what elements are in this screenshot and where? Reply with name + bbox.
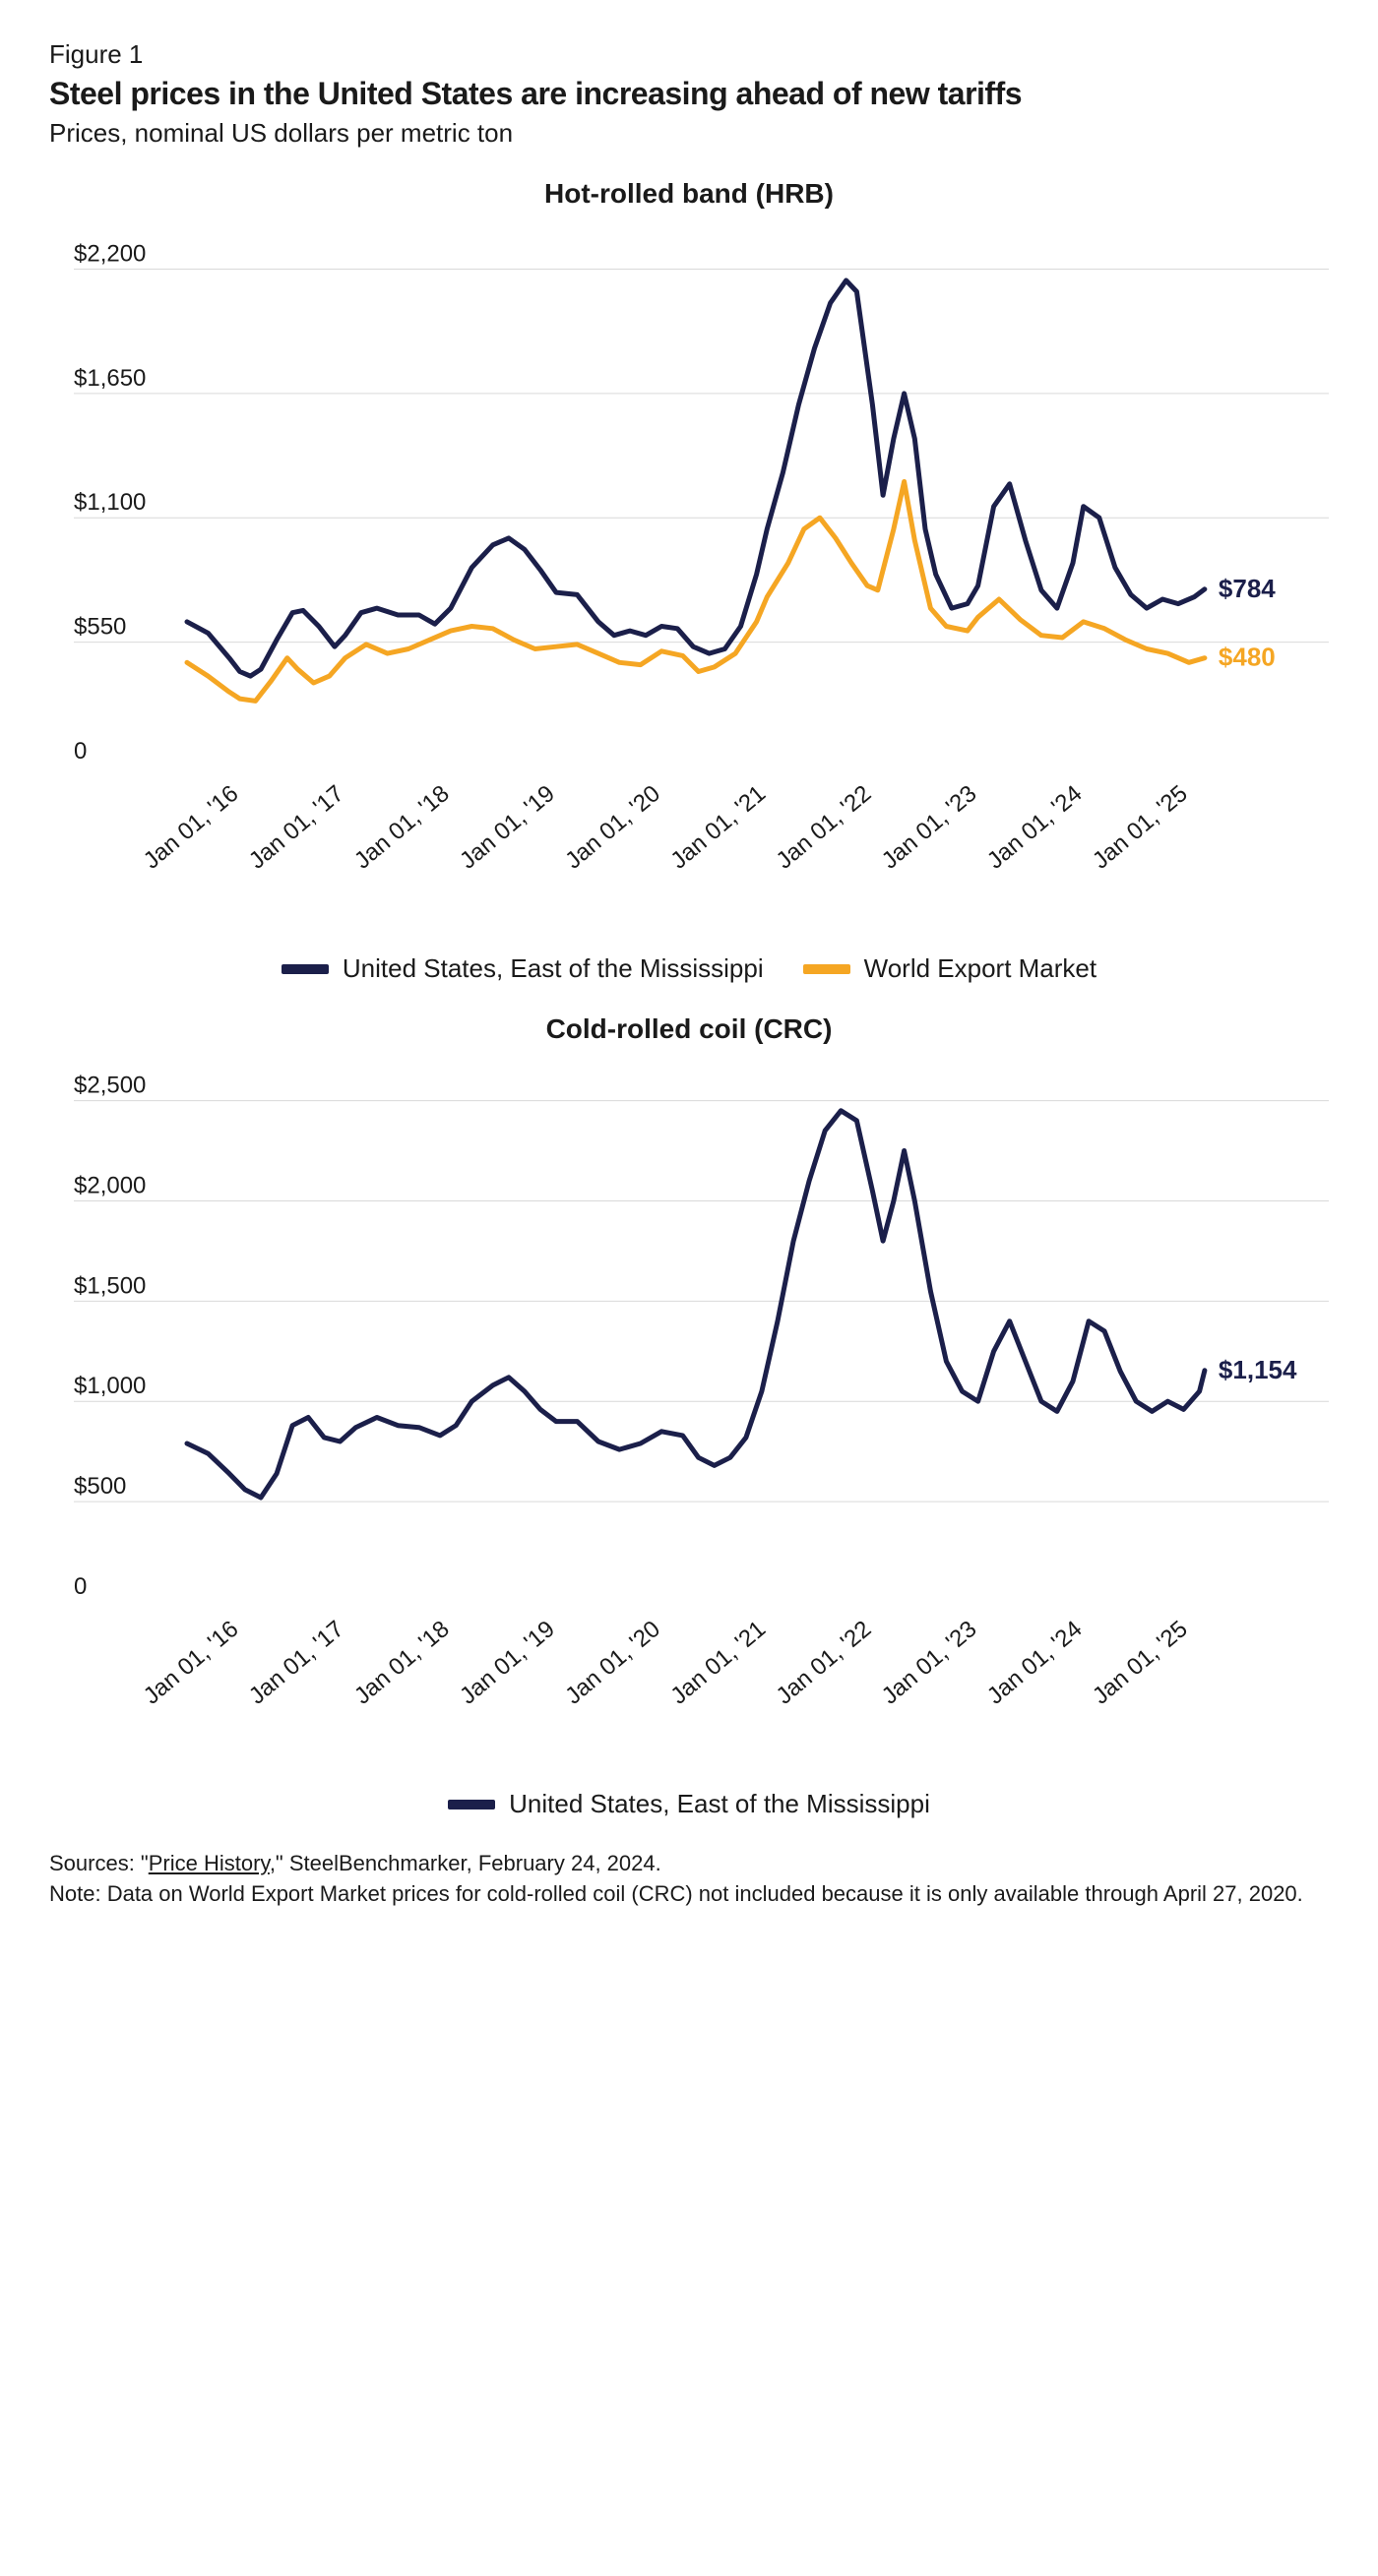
chart-svg: 0 $500 $1,000 $1,500 $2,000 $2,500 Jan 01, '16… bbox=[49, 1051, 1329, 1759]
y-axis-label: $1,650 bbox=[74, 365, 146, 392]
series-line bbox=[187, 280, 1205, 676]
x-axis-label: Jan 01, '25 bbox=[1088, 1616, 1193, 1710]
sources-suffix: ," SteelBenchmarker, February 24, 2024. bbox=[270, 1851, 661, 1875]
figure-label: Figure 1 bbox=[49, 39, 1329, 70]
legend-item: United States, East of the Mississippi bbox=[282, 953, 764, 984]
y-axis-label: $1,100 bbox=[74, 489, 146, 516]
legend-item: World Export Market bbox=[803, 953, 1096, 984]
chart-panel-crc: Cold-rolled coil (CRC) 0 $500 $1,000 $1,500 $… bbox=[49, 1013, 1329, 1819]
series-end-label: $480 bbox=[1219, 643, 1276, 672]
series-line bbox=[187, 482, 1205, 702]
x-axis-label: Jan 01, '21 bbox=[665, 780, 771, 875]
x-axis-label: Jan 01, '20 bbox=[560, 1616, 665, 1710]
y-axis-label: 0 bbox=[74, 738, 87, 765]
x-axis-label: Jan 01, '22 bbox=[772, 780, 877, 875]
x-axis-label: Jan 01, '25 bbox=[1088, 780, 1193, 875]
x-axis-label: Jan 01, '19 bbox=[455, 780, 560, 875]
x-axis-label: Jan 01, '20 bbox=[560, 780, 665, 875]
legend-item: United States, East of the Mississippi bbox=[448, 1789, 930, 1819]
x-axis-label: Jan 01, '16 bbox=[139, 1616, 244, 1710]
y-axis-label: 0 bbox=[74, 1573, 87, 1600]
y-axis-label: $550 bbox=[74, 614, 126, 641]
series-end-label: $1,154 bbox=[1219, 1355, 1297, 1384]
chart-svg: 0$550$1,100$1,650$2,200Jan 01, '16Jan 01… bbox=[49, 215, 1329, 924]
legend-swatch bbox=[448, 1800, 495, 1809]
figure-note: Note: Data on World Export Market prices… bbox=[49, 1881, 1303, 1906]
chart-legend: United States, East of the Mississippi Wo… bbox=[49, 953, 1329, 984]
sources-prefix: Sources: " bbox=[49, 1851, 149, 1875]
series-end-label: $784 bbox=[1219, 574, 1276, 603]
panel-title: Cold-rolled coil (CRC) bbox=[49, 1013, 1329, 1045]
y-axis-label: $2,000 bbox=[74, 1172, 146, 1198]
figure-container: Figure 1 Steel prices in the United Stat… bbox=[0, 0, 1378, 1949]
x-axis-label: Jan 01, '18 bbox=[349, 780, 455, 875]
figure-sources: Sources: "Price History," SteelBenchmark… bbox=[49, 1849, 1329, 1910]
x-axis-label: Jan 01, '17 bbox=[244, 780, 349, 875]
y-axis-label: $2,200 bbox=[74, 240, 146, 267]
x-axis-label: Jan 01, '18 bbox=[349, 1616, 455, 1710]
legend-swatch bbox=[282, 964, 329, 974]
x-axis-label: Jan 01, '23 bbox=[877, 1616, 982, 1710]
x-axis-label: Jan 01, '24 bbox=[982, 780, 1088, 875]
x-axis-label: Jan 01, '21 bbox=[665, 1616, 771, 1710]
legend-label: United States, East of the Mississippi bbox=[509, 1789, 930, 1819]
figure-subtitle: Prices, nominal US dollars per metric to… bbox=[49, 118, 1329, 149]
figure-title: Steel prices in the United States are in… bbox=[49, 76, 1329, 112]
chart-panel-hrb: Hot-rolled band (HRB) 0 $550 $1,100 $1,650 $2… bbox=[49, 178, 1329, 984]
y-axis-label: $1,000 bbox=[74, 1373, 146, 1399]
legend-label: World Export Market bbox=[864, 953, 1096, 984]
legend-swatch bbox=[803, 964, 850, 974]
x-axis-label: Jan 01, '16 bbox=[139, 780, 244, 875]
x-axis-label: Jan 01, '19 bbox=[455, 1616, 560, 1710]
y-axis-label: $1,500 bbox=[74, 1272, 146, 1299]
x-axis-label: Jan 01, '22 bbox=[772, 1616, 877, 1710]
x-axis-label: Jan 01, '17 bbox=[244, 1616, 349, 1710]
sources-link[interactable]: Price History bbox=[149, 1851, 270, 1875]
legend-label: United States, East of the Mississippi bbox=[343, 953, 764, 984]
chart-legend: United States, East of the Mississippi bbox=[49, 1789, 1329, 1819]
y-axis-label: $2,500 bbox=[74, 1073, 146, 1099]
panel-title: Hot-rolled band (HRB) bbox=[49, 178, 1329, 210]
x-axis-label: Jan 01, '23 bbox=[877, 780, 982, 875]
x-axis-label: Jan 01, '24 bbox=[982, 1616, 1088, 1710]
panels-container: Hot-rolled band (HRB) 0 $550 $1,100 $1,650 $2… bbox=[49, 178, 1329, 1819]
y-axis-label: $500 bbox=[74, 1473, 126, 1500]
series-line bbox=[187, 1111, 1205, 1498]
